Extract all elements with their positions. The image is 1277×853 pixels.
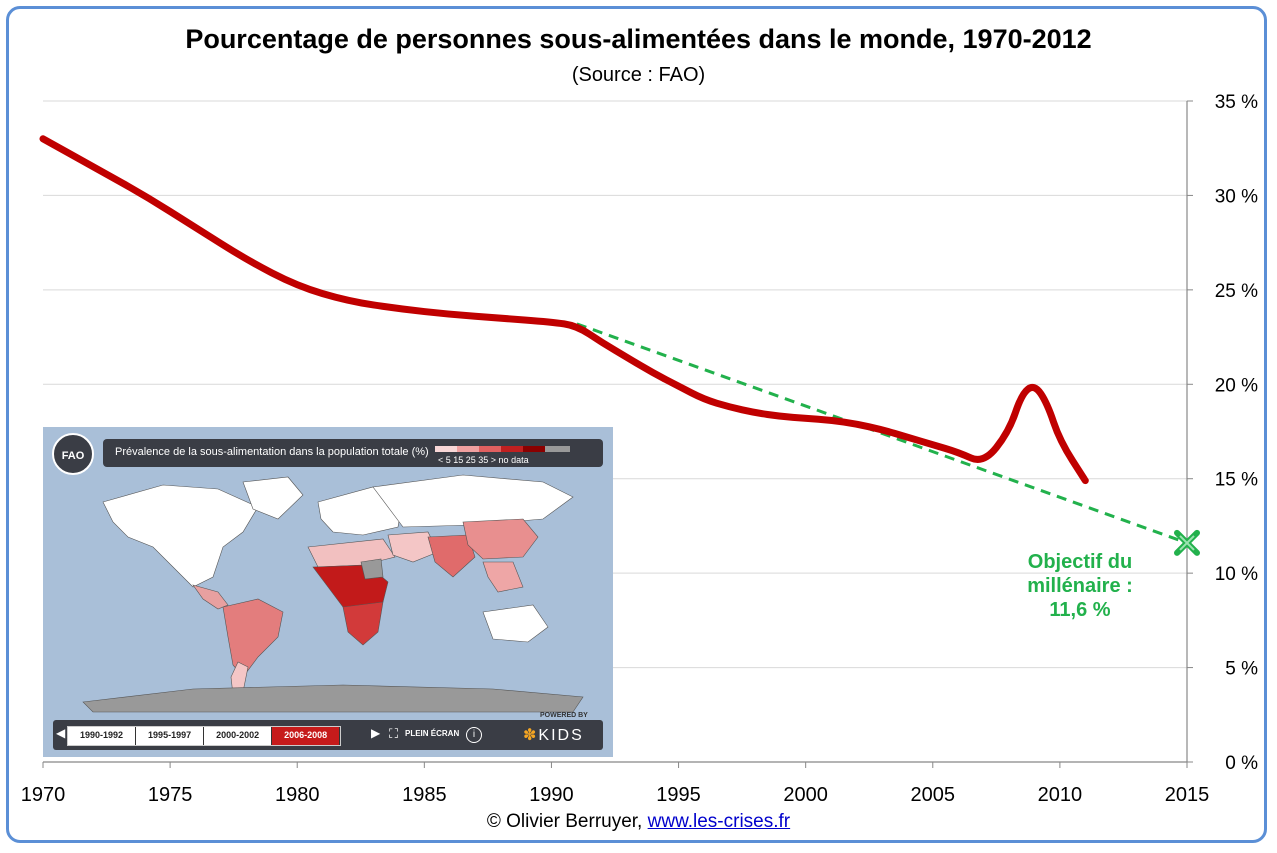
x-tick-label: 2005 — [911, 784, 956, 806]
map-controls-bar: ◀ 1990-1992 1995-1997 2000-2002 2006-200… — [53, 720, 603, 750]
africa-grey-shape — [360, 558, 384, 580]
objective-marker-highlight-b — [1179, 535, 1195, 551]
x-tick-label: 1980 — [275, 784, 320, 806]
kids-brand: ✽KIDS — [523, 725, 584, 745]
africa-north-shape — [307, 538, 396, 568]
map-header: Prévalence de la sous-alimentation dans … — [103, 439, 603, 467]
prev-arrow-icon[interactable]: ◀ — [56, 726, 66, 740]
period-2006-2008[interactable]: 2006-2008 — [272, 727, 341, 745]
fullscreen-button[interactable]: PLEIN ÉCRAN — [405, 729, 460, 738]
footer: © Olivier Berruyer, www.les-crises.fr — [0, 811, 1277, 833]
period-1990-1992[interactable]: 1990-1992 — [68, 727, 137, 745]
greenland-shape — [242, 476, 304, 520]
y-tick-label: 10 % — [1215, 564, 1258, 585]
russia-shape — [372, 474, 574, 528]
x-tick-label: 1985 — [402, 784, 447, 806]
middle-east-shape — [387, 531, 439, 563]
info-icon[interactable]: i — [466, 727, 482, 743]
y-tick-label: 35 % — [1215, 92, 1258, 113]
x-tick-label: 1995 — [656, 784, 701, 806]
period-2000-2002[interactable]: 2000-2002 — [204, 727, 273, 745]
antarctica-shape — [82, 684, 584, 713]
south-asia-shape — [427, 534, 476, 578]
objective-annotation: Objectif du millénaire : 11,6 % — [1010, 550, 1150, 622]
period-1995-1997[interactable]: 1995-1997 — [136, 727, 205, 745]
inset-map: FAO Prévalence de la sous-alimentation d… — [43, 427, 613, 757]
objective-line1: Objectif du — [1027, 551, 1133, 573]
world-map-shapes — [82, 474, 584, 713]
southeast-asia-shape — [482, 561, 524, 593]
fao-logo: FAO — [52, 433, 94, 475]
central-america-shape — [192, 584, 229, 610]
map-legend-scale — [435, 446, 570, 452]
x-tick-label: 1990 — [529, 784, 574, 806]
north-america-shape — [102, 484, 259, 588]
china-shape — [462, 518, 539, 560]
y-tick-label: 0 % — [1225, 753, 1258, 774]
y-tick-label: 20 % — [1215, 375, 1258, 396]
fullscreen-icon[interactable]: ⛶ — [389, 726, 399, 741]
objective-line3: 11,6 % — [1049, 599, 1111, 621]
x-tick-label: 2015 — [1165, 784, 1210, 806]
series-line — [39, 135, 1089, 485]
powered-by-label: POWERED BY — [540, 712, 588, 719]
chart-title: Pourcentage de personnes sous-alimentées… — [185, 24, 1092, 54]
y-tick-label: 30 % — [1215, 186, 1258, 207]
chart-subtitle: (Source : FAO) — [571, 64, 706, 86]
kids-brand-label: KIDS — [538, 727, 584, 744]
y-tick-label: 15 % — [1215, 470, 1258, 491]
australia-shape — [482, 604, 549, 643]
map-legend-labels: < 5 15 25 35 > no data — [438, 455, 529, 465]
x-tick-label: 2000 — [783, 784, 828, 806]
y-tick-label: 5 % — [1225, 659, 1258, 680]
africa-south-shape — [342, 601, 384, 646]
footer-credit: © Olivier Berruyer, — [486, 811, 648, 832]
x-tick-label: 1975 — [148, 784, 193, 806]
x-tick-label: 2010 — [1038, 784, 1083, 806]
x-tick-label: 1970 — [21, 784, 66, 806]
next-arrow-icon[interactable]: ▶ — [371, 726, 381, 740]
footer-link[interactable]: www.les-crises.fr — [647, 811, 791, 832]
objective-line2: millénaire : — [1027, 575, 1133, 597]
period-selector: 1990-1992 1995-1997 2000-2002 2006-2008 — [67, 726, 342, 746]
south-america-shape — [222, 598, 284, 678]
map-title: Prévalence de la sous-alimentation dans … — [115, 446, 429, 458]
kids-logo-icon: ✽ — [523, 727, 539, 744]
y-tick-label: 25 % — [1215, 281, 1258, 302]
